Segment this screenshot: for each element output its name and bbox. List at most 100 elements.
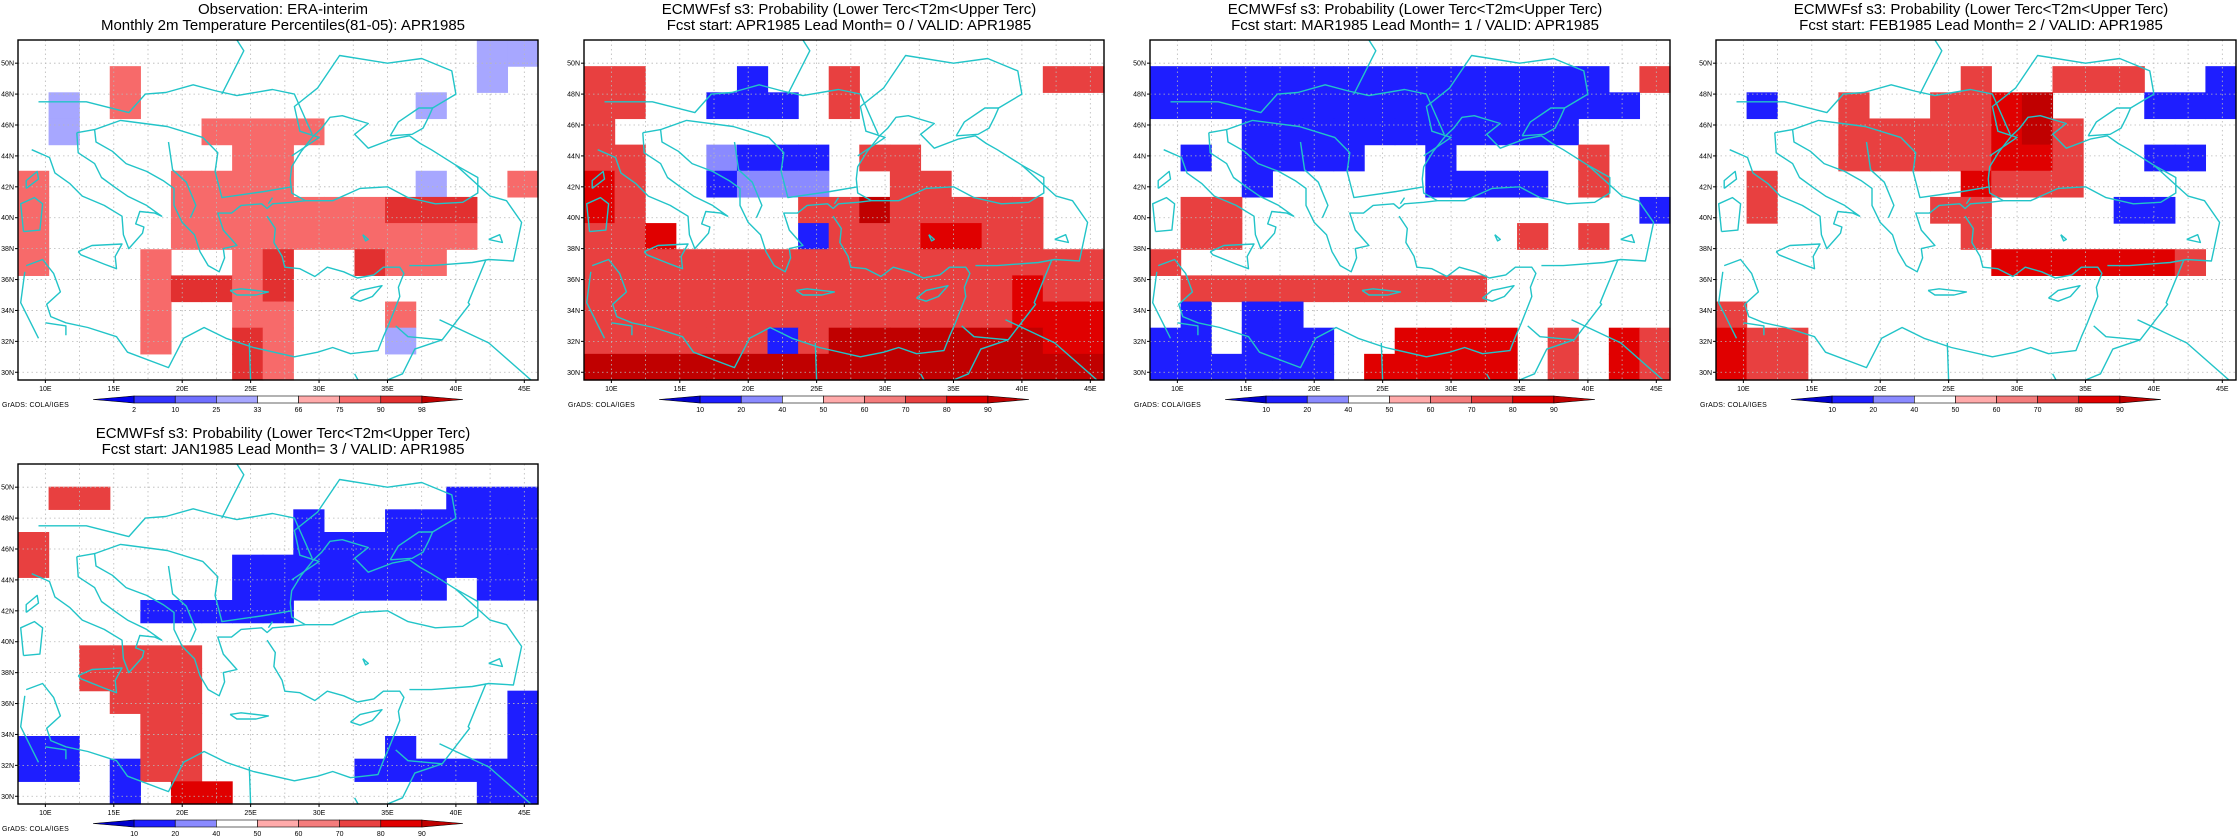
grid-cell	[109, 690, 141, 714]
legend-swatch	[2037, 395, 2080, 404]
grid-cell	[1241, 275, 1273, 303]
lat-label: 48N	[1699, 92, 1712, 99]
grid-cell	[232, 600, 264, 624]
panel-title-line1: Observation: ERA-interim	[197, 1, 369, 18]
grid-cell	[507, 509, 539, 533]
grid-cell	[1547, 353, 1579, 381]
legend-label: 70	[2034, 407, 2042, 414]
lon-label: 25E	[1376, 386, 1389, 393]
lon-label: 35E	[381, 810, 394, 817]
lon-label: 45E	[518, 386, 531, 393]
grid-cell	[1960, 118, 1992, 146]
grid-cell	[1241, 144, 1273, 172]
lat-label: 38N	[567, 246, 580, 253]
grid-cell	[1547, 118, 1579, 146]
grid-cell	[262, 170, 294, 198]
grid-cell	[140, 668, 172, 692]
grid-cell	[2052, 170, 2084, 198]
grid-cell	[675, 353, 707, 381]
grid-cell	[1211, 223, 1243, 250]
grid-cell	[1333, 275, 1365, 303]
grid-cell	[507, 781, 539, 805]
legend-label: 98	[418, 407, 426, 414]
grid-cell	[828, 66, 860, 93]
grid-cell	[920, 249, 952, 276]
lat-label: 44N	[1133, 153, 1146, 160]
grid-cell	[2205, 92, 2237, 120]
grid-cell	[385, 554, 417, 578]
grid-cell	[1716, 353, 1748, 381]
grid-cell	[1517, 92, 1549, 120]
grid-cell	[798, 223, 830, 250]
graticule	[1716, 40, 2236, 380]
grid-cell	[1991, 144, 2023, 172]
grid-cell	[1042, 301, 1075, 329]
grid-cell	[476, 532, 509, 556]
legend-swatch	[1430, 395, 1472, 404]
grid-cell	[1868, 144, 1901, 172]
grid-cell	[675, 275, 707, 303]
grid-cell	[798, 249, 830, 276]
grid-cell	[1150, 327, 1182, 355]
grid-cell	[140, 690, 172, 714]
legend-label: 80	[943, 407, 951, 414]
grid-cell	[1991, 170, 2023, 198]
grid-cell	[798, 275, 830, 303]
grid-cell	[798, 301, 830, 329]
grid-cell	[1746, 353, 1778, 381]
legend-swatch	[1306, 395, 1349, 404]
panel-title-line2: Fcst start: JAN1985 Lead Month= 3 / VALI…	[101, 441, 465, 458]
grid-cell	[859, 353, 891, 381]
grid-cell	[1777, 327, 1809, 355]
grid-cell	[354, 249, 386, 276]
grid-cells	[1716, 66, 2237, 381]
grid-cell	[2144, 249, 2176, 276]
grid-cell	[2144, 196, 2176, 224]
grid-cells	[584, 66, 1105, 381]
grid-cell	[201, 118, 233, 146]
lon-label: 35E	[381, 386, 394, 393]
grid-cell	[2052, 118, 2084, 146]
grid-cell	[767, 144, 799, 172]
grid-cell	[232, 249, 264, 276]
lat-label: 30N	[1, 370, 14, 377]
grid-cell	[2052, 144, 2084, 172]
grid-cell	[507, 758, 539, 782]
legend-swatch	[257, 819, 299, 828]
legend-swatch	[339, 395, 382, 404]
legend-swatch	[905, 395, 948, 404]
legend-label: 80	[1509, 407, 1517, 414]
lon-label: 45E	[518, 810, 531, 817]
legend-swatch	[823, 395, 865, 404]
grid-cell	[109, 781, 141, 805]
grid-cell	[1012, 301, 1044, 329]
grid-cell	[354, 196, 386, 224]
grid-cell	[507, 486, 539, 510]
grid-cell	[859, 327, 891, 355]
panel-title-line1: ECMWFsf s3: Probability (Lower Terc<T2m<…	[95, 425, 471, 442]
grid-cell	[920, 327, 952, 355]
grid-cell	[828, 223, 860, 250]
grid-cell	[1486, 170, 1518, 198]
lat-label: 42N	[1133, 184, 1146, 191]
panel-title-line2: Fcst start: APR1985 Lead Month= 0 / VALI…	[666, 17, 1032, 34]
legend-label: 90	[2116, 407, 2124, 414]
legend-label: 60	[295, 831, 303, 838]
grid-cell	[1746, 196, 1778, 224]
grid-cell	[584, 118, 616, 146]
panel-title-line2: Monthly 2m Temperature Percentiles(81-05…	[100, 17, 466, 34]
lon-label: 10E	[1737, 386, 1750, 393]
lat-label: 34N	[1, 308, 14, 315]
grid-cell	[1455, 92, 1488, 120]
grid-cell	[262, 353, 294, 381]
grid-cell	[1455, 353, 1488, 381]
grid-cell	[18, 196, 50, 224]
grid-cell	[170, 713, 203, 737]
lon-label: 10E	[39, 386, 52, 393]
grid-cell	[446, 223, 478, 250]
grid-cell	[201, 600, 233, 624]
lat-label: 38N	[1, 670, 14, 677]
grid-cell	[1425, 144, 1457, 172]
grid-cell	[1746, 327, 1778, 355]
